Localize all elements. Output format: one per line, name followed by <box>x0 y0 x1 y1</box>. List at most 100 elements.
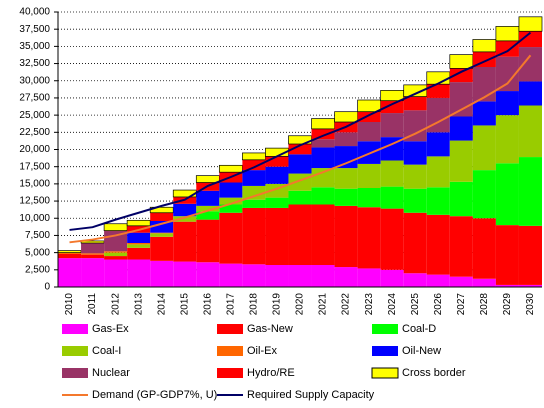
bar-segment <box>150 232 174 234</box>
bar-segment <box>196 190 220 206</box>
bar-segment <box>265 265 289 287</box>
bar-segment <box>265 166 289 184</box>
bar-segment <box>518 47 542 82</box>
bar-segment <box>219 204 243 213</box>
bar-segment <box>311 187 335 205</box>
bar-segment <box>334 132 358 147</box>
bar-segment <box>173 261 197 287</box>
bar-segment <box>173 203 197 217</box>
bar-segment <box>81 253 105 255</box>
bar-segment <box>150 212 174 221</box>
bar-segment <box>403 141 427 165</box>
bar-segment <box>195 175 220 183</box>
bar-segment <box>357 122 381 142</box>
bar-segment <box>472 101 496 126</box>
bar-segment <box>150 260 174 287</box>
bar-segment <box>518 284 542 287</box>
x-tick-label: 2012 <box>110 293 121 316</box>
bar-segment <box>288 265 312 287</box>
bar-segment <box>495 284 519 287</box>
bar-segment <box>334 146 358 169</box>
bar-segment <box>426 84 450 98</box>
x-tick-label: 2028 <box>479 293 490 316</box>
bar-segment <box>472 170 496 219</box>
legend-label: Nuclear <box>92 367 130 379</box>
y-tick-label: 10,000 <box>19 213 50 224</box>
bar-segment <box>150 233 174 237</box>
bar-segment <box>173 221 197 262</box>
bar-segment <box>127 243 151 245</box>
legend-swatch <box>372 324 398 334</box>
x-tick-label: 2018 <box>249 293 260 316</box>
bar-segment <box>150 236 174 261</box>
bar-segment <box>288 190 312 205</box>
y-tick-label: 17,500 <box>19 161 50 172</box>
bar-segment <box>518 157 542 226</box>
bar-segment <box>357 268 381 287</box>
bar-segment <box>81 254 105 259</box>
bar-segment <box>472 218 496 279</box>
y-tick-label: 40,000 <box>19 7 50 18</box>
line-series <box>69 54 532 244</box>
bar-segment <box>380 100 404 114</box>
bar-segment <box>58 252 82 254</box>
bar-segment <box>219 212 243 264</box>
bar-segment <box>242 170 266 186</box>
bar-segment <box>103 223 128 231</box>
x-tick-label: 2027 <box>456 293 467 316</box>
legend-label: Oil-Ex <box>247 345 277 357</box>
x-tick-label: 2016 <box>202 293 213 316</box>
y-tick-label: 37,500 <box>19 24 50 35</box>
bar-segment <box>380 90 405 102</box>
bar-segment <box>380 113 404 138</box>
bar-segment <box>426 97 450 133</box>
bar-segment <box>265 197 289 208</box>
bar-segment <box>518 16 543 32</box>
y-tick-label: 0 <box>44 282 50 293</box>
bar-segment <box>449 216 473 277</box>
bar-segment <box>357 163 381 188</box>
x-tick-label: 2017 <box>225 293 236 316</box>
bar-segment <box>127 232 151 243</box>
bar-segment <box>472 278 496 287</box>
bar-segment <box>426 214 450 275</box>
bar-segment <box>449 276 473 287</box>
bar-segment <box>518 81 542 106</box>
bar-segment <box>495 56 519 92</box>
y-tick-label: 2,500 <box>25 264 50 275</box>
legend-swatch <box>62 346 88 356</box>
x-tick-label: 2029 <box>502 293 513 316</box>
bar-segment <box>357 99 382 113</box>
bar-segment <box>380 269 404 287</box>
bar-segment <box>426 132 450 157</box>
bar-segment <box>58 254 82 259</box>
bar-segment <box>426 187 450 215</box>
legend-swatch <box>217 324 243 334</box>
legend-label: Cross border <box>402 367 466 379</box>
legend-label: Gas-Ex <box>92 323 129 335</box>
bar-segment <box>104 259 128 287</box>
bar-segment <box>57 250 82 253</box>
bar-segment <box>196 219 220 263</box>
bar-segment <box>242 264 266 287</box>
y-tick-label: 15,000 <box>19 179 50 190</box>
bar-segment <box>196 262 220 287</box>
bar-segment <box>104 251 128 253</box>
bar-segment <box>288 154 312 174</box>
bar-segment <box>81 258 105 287</box>
bar-segment <box>127 259 151 287</box>
bar-segment <box>334 205 358 268</box>
y-tick-label: 25,000 <box>19 110 50 121</box>
y-tick-label: 20,000 <box>19 144 50 155</box>
legend-swatch <box>217 346 243 356</box>
y-tick-label: 12,500 <box>19 196 50 207</box>
legend-label: Oil-New <box>402 345 441 357</box>
bar-segment <box>380 208 404 270</box>
bar-segment <box>357 111 381 122</box>
bar-segment <box>126 219 151 227</box>
bar-segment <box>518 225 542 285</box>
bar-segment <box>311 204 335 265</box>
bar-segment <box>311 118 335 130</box>
y-tick-label: 35,000 <box>19 41 50 52</box>
